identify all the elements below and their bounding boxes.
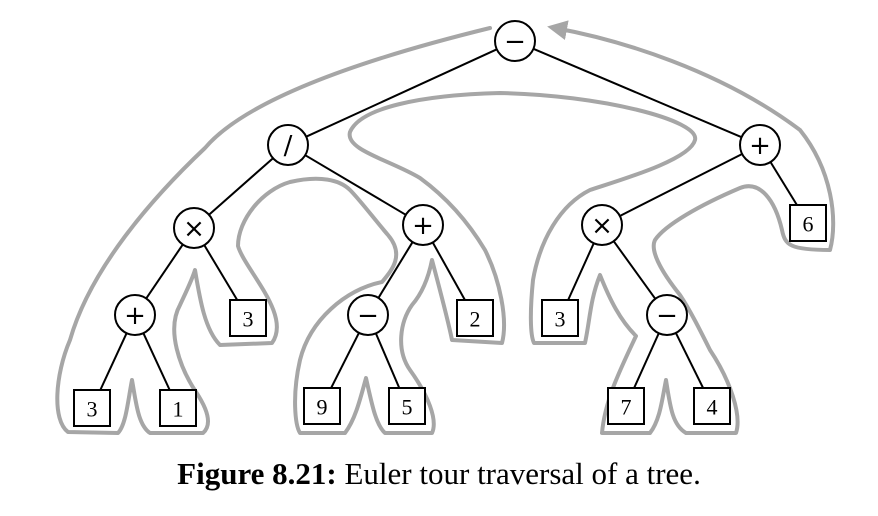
operator-node: − (347, 294, 389, 336)
operator-node: + (402, 204, 444, 246)
tree-edge (99, 332, 128, 391)
node-label: − (357, 301, 379, 331)
node-label: × (591, 211, 613, 241)
tree-edge (305, 48, 498, 138)
node-label: 3 (555, 307, 566, 332)
node-label: + (124, 301, 146, 331)
tree-edge (304, 154, 407, 216)
leaf-node: 9 (303, 387, 341, 425)
node-label: − (504, 27, 526, 57)
tree-edge (619, 153, 743, 217)
node-label: 1 (173, 397, 184, 422)
node-label: 6 (803, 212, 814, 237)
leaf-node: 6 (789, 204, 827, 242)
node-label: 3 (87, 397, 98, 422)
tree-nodes: − / + × + × 6 + 3 − 2 3 − 3 1 9 5 7 4 (73, 20, 827, 427)
node-circle (402, 204, 444, 246)
tree-edge (769, 161, 798, 206)
tree-edge (203, 244, 239, 301)
operator-node: / (267, 124, 309, 166)
node-box (789, 204, 827, 242)
leaf-node: 2 (456, 299, 494, 337)
node-circle (114, 294, 156, 336)
node-circle (267, 124, 309, 166)
tree-edge (145, 243, 184, 300)
tree-edge (431, 241, 466, 301)
node-label: 9 (317, 395, 328, 420)
tree-edge (533, 47, 742, 139)
node-circle (347, 294, 389, 336)
node-box (541, 299, 579, 337)
tour-outline (55, 20, 836, 435)
node-label: 3 (243, 307, 254, 332)
tree-edge (633, 332, 660, 389)
tree-edge (674, 332, 704, 389)
node-box (388, 387, 426, 425)
tree-edge (330, 332, 360, 389)
euler-tour-path (55, 20, 836, 435)
node-label: − (656, 301, 678, 331)
leaf-node: 3 (73, 389, 111, 427)
leaf-node: 3 (541, 299, 579, 337)
tree-edge (612, 240, 657, 300)
tree-edge (377, 241, 414, 299)
node-label: 4 (707, 395, 718, 420)
operator-node: + (739, 124, 781, 166)
tree-edge (142, 332, 171, 391)
node-circle (173, 207, 215, 249)
node-circle (646, 294, 688, 336)
node-circle (494, 20, 536, 62)
tree-edges (99, 47, 798, 391)
tree-edge (208, 157, 274, 216)
operator-node: − (646, 294, 688, 336)
node-box (73, 389, 111, 427)
tree-edge (374, 332, 401, 389)
operator-node: × (173, 207, 215, 249)
node-box (456, 299, 494, 337)
leaf-node: 3 (229, 299, 267, 337)
node-label: 5 (402, 395, 413, 420)
operator-node: × (581, 204, 623, 246)
node-box (303, 387, 341, 425)
node-label: + (412, 211, 434, 241)
node-label: × (183, 214, 205, 244)
node-label: / (284, 131, 293, 161)
caption-text: Euler tour traversal of a tree. (336, 456, 701, 491)
leaf-node: 1 (159, 389, 197, 427)
node-label: 2 (470, 307, 481, 332)
operator-node: − (494, 20, 536, 62)
leaf-node: 7 (607, 387, 645, 425)
node-box (159, 389, 197, 427)
euler-tour-tree-diagram: − / + × + × 6 + 3 − 2 3 − 3 1 9 5 7 4 (55, 20, 836, 435)
node-label: + (749, 131, 771, 161)
caption-label: Figure 8.21: (177, 456, 337, 491)
node-circle (739, 124, 781, 166)
node-box (607, 387, 645, 425)
leaf-node: 5 (388, 387, 426, 425)
tree-edge (567, 242, 595, 301)
node-label: 7 (621, 395, 632, 420)
figure-caption: Figure 8.21: Euler tour traversal of a t… (0, 456, 878, 492)
leaf-node: 4 (693, 387, 731, 425)
node-circle (581, 204, 623, 246)
operator-node: + (114, 294, 156, 336)
node-box (229, 299, 267, 337)
node-box (693, 387, 731, 425)
